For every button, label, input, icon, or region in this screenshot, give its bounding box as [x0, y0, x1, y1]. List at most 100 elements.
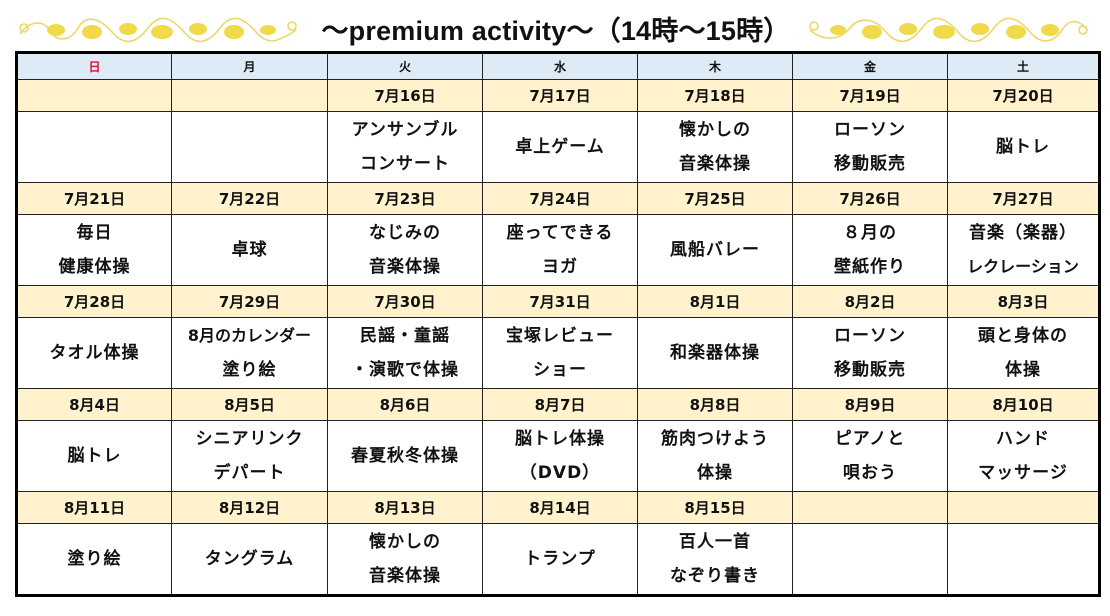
activity-line: 和楽器体操 — [670, 343, 760, 363]
activity-line: 音楽体操 — [679, 154, 751, 174]
activity-line: （DVD） — [519, 463, 601, 483]
activity-line: デパート — [213, 463, 286, 483]
activity-cell: ハンド マッサージ — [947, 420, 1100, 492]
activity-cell: 筋肉つけよう 体操 — [637, 420, 793, 492]
date-cell: 8月12日 — [171, 491, 328, 524]
activity-row: 毎日健康体操 卓球 なじみの 音楽体操 座ってできる ヨガ 風船バレー ８月の 壁紙作… — [16, 214, 1100, 286]
activity-cell: 座ってできる ヨガ — [482, 214, 638, 286]
weekday-monday: 月 — [171, 52, 328, 80]
weekday-friday: 金 — [792, 52, 948, 80]
activity-cell: 懐かしの 音楽体操 — [637, 111, 793, 183]
date-cell: 8月10日 — [947, 388, 1100, 421]
activity-cell: ローソン 移動販売 — [792, 317, 948, 389]
activity-line: ローソン — [834, 326, 906, 346]
date-cell: 8月7日 — [482, 388, 638, 421]
activity-line: ・演歌で体操 — [351, 360, 459, 380]
date-cell: 7月29日 — [171, 285, 328, 318]
date-row: 8月11日 8月12日 8月13日 8月14日 8月15日 — [16, 491, 1100, 524]
activity-line: 移動販売 — [834, 154, 906, 174]
activity-line: コンサート — [360, 154, 450, 174]
date-cell — [171, 79, 328, 112]
date-cell: 7月25日 — [637, 182, 793, 215]
date-cell: 7月21日 — [16, 182, 172, 215]
activity-cell: 毎日 健康体操 — [16, 214, 172, 286]
date-cell: 7月31日 — [482, 285, 638, 318]
activity-cell: 脳トレ — [16, 420, 172, 492]
activity-line: 懐かしの — [369, 532, 441, 552]
activity-cell — [947, 523, 1100, 596]
date-cell — [947, 491, 1100, 524]
activity-cell: ローソン 移動販売 — [792, 111, 948, 183]
activity-line: 春夏秋冬体操 — [351, 446, 459, 466]
weekday-sunday: 日 — [16, 52, 172, 80]
activity-line: 移動販売 — [834, 360, 906, 380]
date-cell — [16, 79, 172, 112]
activity-line: 体操 — [1005, 360, 1041, 380]
date-cell: 8月5日 — [171, 388, 328, 421]
activity-cell: 和楽器体操 — [637, 317, 793, 389]
activity-line: 健康体操 — [58, 257, 131, 277]
activity-line: ハンド — [996, 429, 1050, 449]
activity-line: 卓球 — [231, 240, 268, 260]
activity-cell: 8月のカレンダー 塗り絵 — [171, 317, 328, 389]
date-cell: 8月3日 — [947, 285, 1100, 318]
activity-line: 音楽体操 — [369, 566, 441, 586]
date-cell: 8月4日 — [16, 388, 172, 421]
date-row: 8月4日 8月5日 8月6日 8月7日 8月8日 8月9日 8月10日 — [16, 388, 1100, 421]
date-cell: 7月18日 — [637, 79, 793, 112]
page-title: ～premium activity～（14時～15時） — [321, 16, 791, 46]
activity-line: 唄おう — [843, 463, 897, 483]
activity-line: ヨガ — [542, 257, 578, 277]
activity-line: トランプ — [524, 549, 596, 569]
activity-line: 宝塚レビュー — [506, 326, 614, 346]
activity-line: レクレーション — [967, 257, 1079, 276]
date-cell: 7月26日 — [792, 182, 948, 215]
activity-cell — [171, 111, 328, 183]
activity-cell — [16, 111, 172, 183]
date-cell: 7月19日 — [792, 79, 948, 112]
date-row: 7月21日 7月22日 7月23日 7月24日 7月25日 7月26日 7月27… — [16, 182, 1100, 215]
activity-cell: トランプ — [482, 523, 638, 596]
activity-line: 脳トレ — [996, 137, 1050, 157]
activity-line: 座ってできる — [506, 223, 614, 243]
date-cell: 7月30日 — [327, 285, 483, 318]
activity-line: マッサージ — [978, 463, 1068, 483]
activity-line: タオル体操 — [49, 343, 140, 363]
date-row: 7月28日 7月29日 7月30日 7月31日 8月1日 8月2日 8月3日 — [16, 285, 1100, 318]
activity-cell: ８月の 壁紙作り — [792, 214, 948, 286]
activity-cell: 春夏秋冬体操 — [327, 420, 483, 492]
date-row: 7月16日 7月17日 7月18日 7月19日 7月20日 — [16, 79, 1100, 112]
date-cell: 7月28日 — [16, 285, 172, 318]
activity-row: タオル体操 8月のカレンダー 塗り絵 民謡・童謡 ・演歌で体操 宝塚レビュー ショー … — [16, 317, 1100, 389]
weekday-wednesday: 水 — [482, 52, 638, 80]
activity-line: 脳トレ体操 — [515, 429, 605, 449]
activity-cell: 民謡・童謡 ・演歌で体操 — [327, 317, 483, 389]
date-cell: 8月9日 — [792, 388, 948, 421]
activity-line: アンサンブル — [351, 120, 459, 140]
activity-cell: 卓上ゲーム — [482, 111, 638, 183]
activity-line: ローソン — [834, 120, 906, 140]
activity-row: 塗り絵 タングラム 懐かしの 音楽体操 トランプ 百人一首 なぞり書き — [16, 523, 1100, 596]
date-cell — [792, 491, 948, 524]
activity-cell: タオル体操 — [16, 317, 172, 389]
activity-row: アンサンブル コンサート 卓上ゲーム 懐かしの 音楽体操 ローソン移動販売 脳トレ — [16, 111, 1100, 183]
weekday-tuesday: 火 — [327, 52, 483, 80]
activity-line: ピアノと — [834, 429, 906, 449]
activity-line: 毎日 — [76, 223, 113, 243]
title-row: ～premium activity～（14時～15時） — [0, 6, 1110, 50]
activity-cell: 脳トレ — [947, 111, 1100, 183]
activity-line: 塗り絵 — [67, 549, 122, 569]
date-cell: 8月13日 — [327, 491, 483, 524]
activity-line: 風船バレー — [670, 240, 760, 260]
floral-ornament-icon — [809, 17, 1088, 43]
activity-line: 8月のカレンダー — [187, 326, 312, 345]
activity-cell: なじみの 音楽体操 — [327, 214, 483, 286]
date-cell: 8月15日 — [637, 491, 793, 524]
weekday-thursday: 木 — [637, 52, 793, 80]
activity-cell: 懐かしの 音楽体操 — [327, 523, 483, 596]
date-cell: 8月14日 — [482, 491, 638, 524]
activity-cell: タングラム — [171, 523, 328, 596]
activity-line: ８月の — [843, 223, 897, 243]
activity-line: 塗り絵 — [222, 360, 277, 380]
weekday-saturday: 土 — [947, 52, 1100, 80]
